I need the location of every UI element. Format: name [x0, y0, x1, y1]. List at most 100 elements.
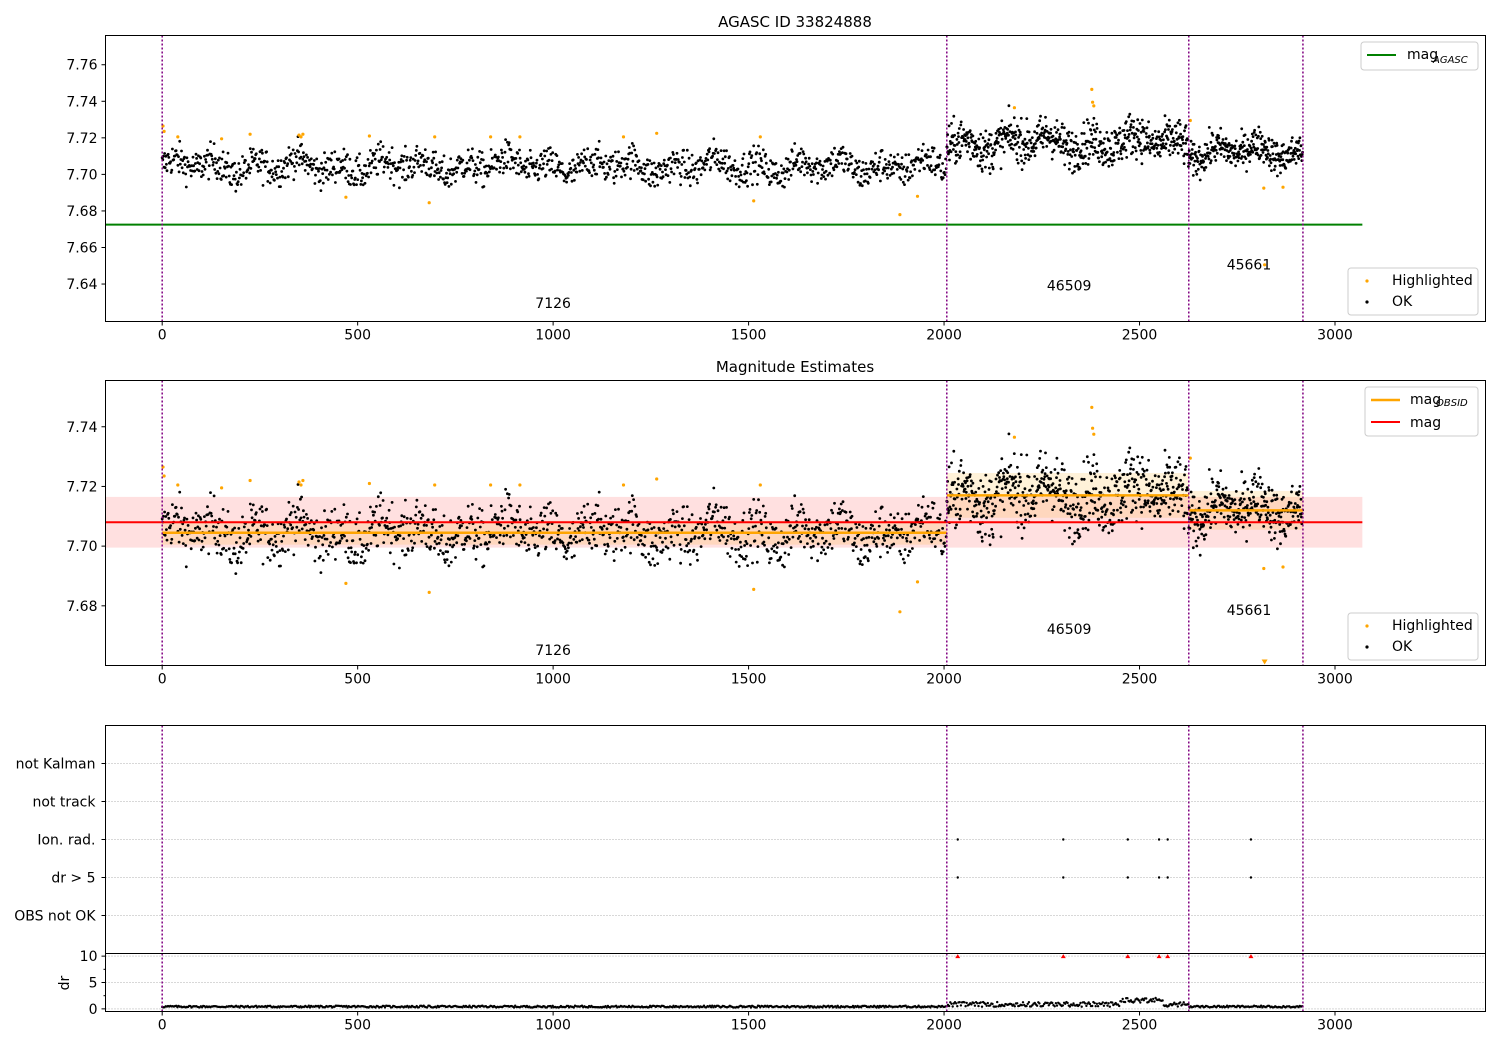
ok-point: [1151, 136, 1155, 140]
ok-point: [422, 163, 425, 167]
ok-point: [984, 532, 987, 536]
ok-point: [1268, 164, 1271, 168]
obs-id-label: 45661: [1227, 603, 1272, 619]
ok-point: [713, 160, 717, 164]
ok-point: [1086, 163, 1090, 166]
ok-point: [373, 510, 376, 514]
ok-point: [386, 533, 390, 537]
flag-point: [956, 838, 959, 841]
ok-point: [392, 562, 396, 566]
ok-point: [445, 542, 448, 546]
ok-point: [1093, 501, 1097, 504]
ok-point: [824, 177, 827, 181]
ok-point: [270, 537, 273, 541]
ok-point: [1067, 167, 1071, 171]
ok-point: [569, 534, 573, 538]
ok-point: [621, 167, 625, 171]
ok-point: [1264, 148, 1267, 151]
ok-point: [921, 495, 925, 498]
ok-point: [1091, 500, 1094, 503]
ok-point: [539, 152, 543, 156]
ok-point: [1190, 504, 1194, 507]
ok-point: [471, 159, 475, 163]
ok-point: [702, 162, 706, 166]
ok-point: [1160, 135, 1164, 138]
ok-point: [1092, 116, 1096, 120]
ok-point: [926, 504, 930, 508]
ok-point: [1052, 505, 1056, 508]
ok-point: [1061, 145, 1065, 149]
ok-point: [959, 459, 963, 462]
flag-label: not Kalman: [16, 757, 96, 773]
ok-point: [647, 552, 650, 556]
ok-point: [749, 172, 752, 176]
ok-point: [1066, 507, 1070, 510]
ok-point: [181, 542, 185, 545]
ok-point: [311, 535, 314, 539]
ok-point: [859, 548, 863, 551]
ok-point: [863, 172, 867, 176]
ok-point: [194, 511, 198, 515]
ok-point: [900, 162, 903, 166]
ok-point: [432, 518, 436, 522]
ok-point: [1206, 502, 1210, 506]
ok-point: [631, 523, 635, 526]
ok-point: [921, 159, 925, 162]
ok-point: [249, 535, 253, 538]
ok-point: [259, 524, 263, 528]
ok-point: [1243, 480, 1247, 484]
highlighted-point: [489, 135, 493, 139]
ok-point: [1249, 502, 1253, 505]
ok-point: [1269, 525, 1273, 529]
ok-point: [1103, 137, 1106, 141]
ok-point: [873, 162, 876, 166]
ok-point: [615, 537, 619, 540]
ok-point: [1273, 164, 1277, 168]
ok-point: [917, 148, 920, 151]
ok-point: [986, 145, 990, 149]
ok-point: [1175, 496, 1179, 500]
ok-point: [966, 507, 969, 511]
ok-point: [985, 155, 988, 159]
ok-point: [1261, 151, 1265, 154]
ok-point: [449, 182, 453, 186]
ok-point: [220, 157, 224, 161]
ok-point: [1082, 477, 1086, 481]
ok-point: [553, 539, 557, 542]
highlighted-point: [162, 129, 166, 133]
ok-point: [964, 140, 968, 143]
ok-point: [739, 540, 742, 544]
flag-point: [1166, 838, 1169, 841]
ok-point: [650, 527, 654, 531]
ok-point: [515, 171, 518, 175]
ok-point: [1256, 502, 1260, 506]
ok-point: [759, 518, 763, 522]
ok-point: [1051, 508, 1054, 511]
ok-point: [786, 157, 790, 161]
ok-point: [1034, 142, 1037, 145]
ok-point: [1125, 517, 1129, 520]
ok-point: [184, 565, 188, 569]
ok-point: [1018, 145, 1021, 149]
ok-point: [236, 561, 240, 565]
ok-point: [686, 550, 690, 554]
ok-point: [276, 159, 280, 163]
ok-point: [1014, 480, 1018, 484]
ok-point: [485, 542, 489, 546]
ok-point: [1080, 514, 1083, 518]
ok-point: [1187, 506, 1191, 509]
ok-point: [896, 512, 900, 516]
ok-point: [404, 144, 407, 148]
ok-point: [1028, 488, 1032, 492]
ok-point: [1170, 491, 1173, 495]
ok-point: [979, 479, 983, 482]
ok-point: [892, 542, 896, 546]
ok-point: [789, 173, 793, 177]
ok-point: [503, 526, 506, 530]
ok-point: [694, 525, 698, 529]
ok-point: [405, 155, 409, 159]
ok-point: [1171, 471, 1174, 475]
ok-point: [753, 539, 757, 543]
ok-point: [1201, 155, 1204, 158]
ok-point: [911, 547, 914, 550]
